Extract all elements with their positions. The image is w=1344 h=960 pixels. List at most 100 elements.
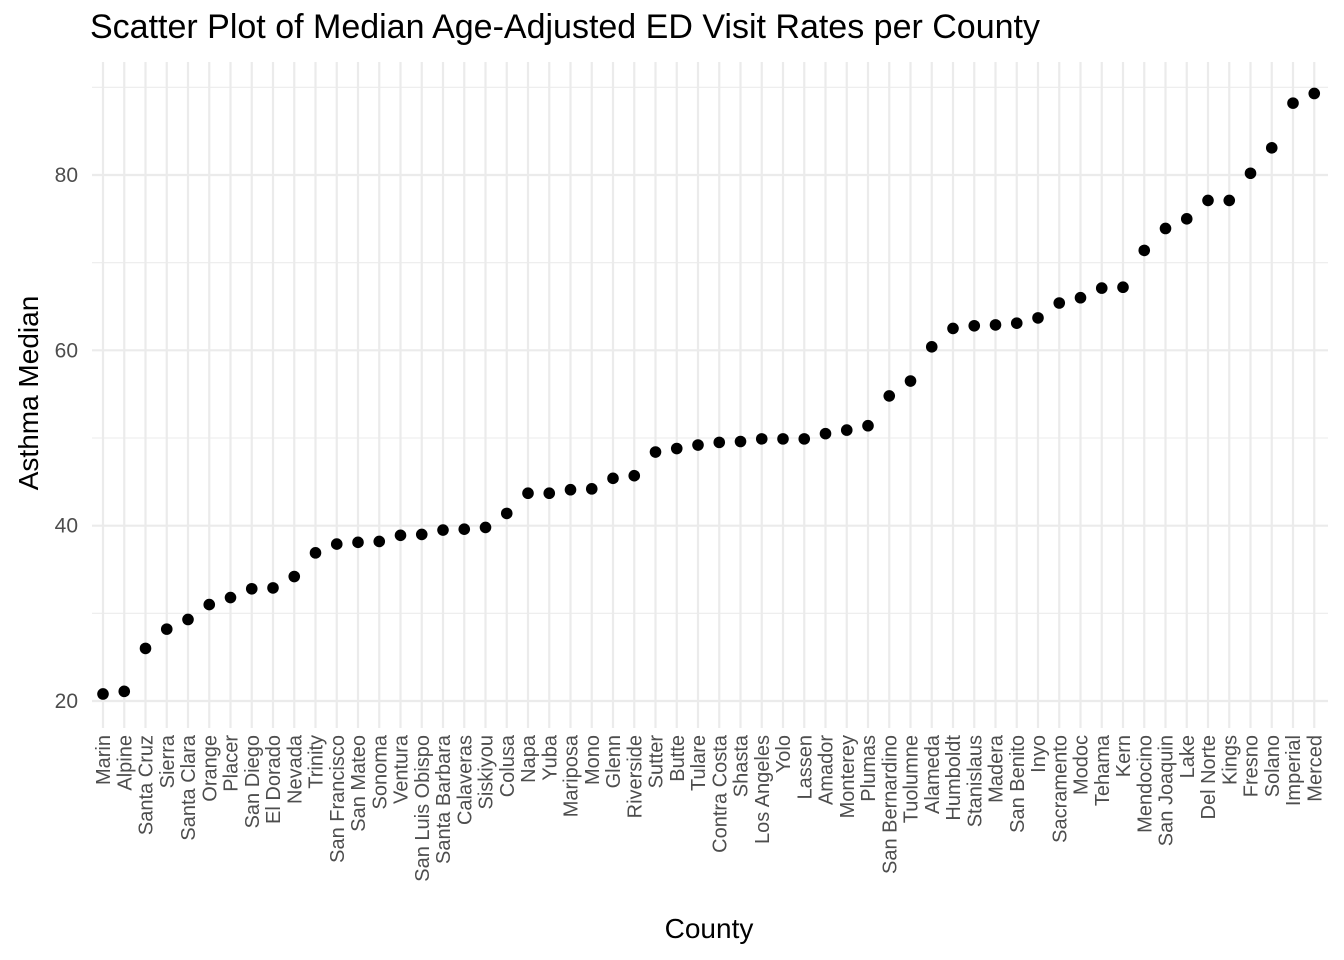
- data-point: [798, 433, 811, 445]
- data-points: [97, 87, 1321, 700]
- data-point: [394, 529, 407, 542]
- data-point: [1265, 142, 1278, 154]
- x-tick-label: Contra Costa: [709, 734, 731, 853]
- y-tick-label: 60: [55, 339, 78, 362]
- x-tick-label: San Benito: [1007, 735, 1029, 833]
- x-tick-label: Mono: [582, 735, 604, 785]
- x-tick-label: Kings: [1219, 735, 1241, 785]
- x-tick-label: Monterey: [837, 735, 859, 818]
- x-tick-label: El Dorado: [263, 735, 285, 824]
- x-tick-label: Imperial: [1283, 735, 1305, 806]
- data-point: [224, 591, 237, 604]
- data-point: [1180, 213, 1193, 225]
- x-tick-label: Tuolumne: [901, 735, 923, 823]
- data-point: [989, 319, 1002, 331]
- x-tick-label: Napa: [518, 734, 540, 783]
- x-tick-label: Placer: [221, 735, 243, 792]
- x-tick-label: Sacramento: [1049, 735, 1071, 843]
- x-tick-label: Inyo: [1028, 735, 1050, 773]
- x-tick-label: Orange: [199, 735, 221, 802]
- data-point: [1223, 194, 1236, 207]
- data-point: [1138, 244, 1151, 257]
- data-point: [118, 685, 131, 698]
- x-tick-labels: Marin Alpine Santa Cruz Sierra Santa Clara Or…: [93, 734, 1326, 882]
- data-point: [1117, 281, 1129, 294]
- data-point: [777, 433, 789, 445]
- y-axis-label: Asthma Median: [13, 296, 44, 491]
- x-tick-label: Amador: [816, 735, 838, 805]
- data-point: [309, 547, 322, 559]
- data-point: [734, 435, 747, 448]
- data-point: [968, 319, 981, 332]
- data-point: [1032, 312, 1044, 324]
- x-tick-label: Modoc: [1071, 735, 1093, 795]
- data-point: [500, 507, 513, 520]
- data-point: [883, 390, 896, 402]
- data-point: [352, 536, 364, 549]
- x-tick-label: Lake: [1177, 735, 1199, 778]
- x-tick-label: Stanislaus: [964, 735, 986, 827]
- x-tick-label: San Bernardino: [879, 735, 901, 874]
- y-tick-label: 80: [55, 164, 78, 187]
- data-point: [1159, 222, 1172, 235]
- data-point: [479, 521, 492, 534]
- x-tick-label: Del Norte: [1198, 735, 1220, 819]
- x-tick-label: Lassen: [794, 735, 816, 800]
- x-tick-label: Butte: [667, 735, 689, 782]
- x-tick-label: Tehama: [1092, 734, 1114, 806]
- x-tick-label: Sutter: [646, 735, 668, 789]
- data-point: [373, 535, 386, 548]
- data-point: [840, 424, 853, 436]
- x-tick-label: Mariposa: [561, 734, 583, 817]
- data-point: [288, 570, 301, 583]
- data-point: [415, 528, 428, 541]
- data-point: [267, 582, 279, 594]
- y-tick-labels: 20 40 60 80: [55, 164, 78, 713]
- data-point: [543, 487, 556, 500]
- x-tick-label: Santa Clara: [178, 734, 200, 840]
- x-tick-label: Siskiyou: [476, 735, 498, 809]
- data-point: [437, 524, 449, 536]
- data-point: [458, 523, 471, 535]
- x-tick-label: Colusa: [497, 734, 519, 797]
- data-point: [947, 322, 959, 335]
- x-tick-label: San Mateo: [348, 735, 370, 832]
- data-point: [1202, 194, 1214, 207]
- data-point: [1010, 317, 1023, 329]
- x-tick-label: Yolo: [773, 735, 795, 773]
- data-point: [1308, 87, 1321, 100]
- x-tick-label: Santa Barbara: [433, 734, 455, 864]
- data-point: [670, 442, 683, 455]
- x-tick-label: Merced: [1304, 735, 1326, 802]
- data-point: [1287, 97, 1299, 109]
- data-point: [755, 433, 768, 445]
- data-point: [245, 582, 258, 595]
- data-point: [607, 472, 619, 485]
- data-point: [713, 436, 726, 449]
- data-point: [649, 446, 662, 458]
- data-point: [904, 375, 917, 387]
- x-tick-label: San Francisco: [327, 735, 349, 863]
- x-tick-label: Trinity: [306, 735, 328, 789]
- x-tick-label: Ventura: [391, 734, 413, 804]
- data-point: [1244, 167, 1257, 180]
- x-tick-label: San Diego: [242, 735, 264, 828]
- x-tick-label: Shasta: [731, 734, 753, 797]
- x-tick-label: Plumas: [858, 735, 880, 802]
- x-tick-label: Mendocino: [1134, 735, 1156, 833]
- data-point: [628, 469, 641, 482]
- data-point: [330, 538, 343, 550]
- x-tick-label: Alameda: [922, 734, 944, 814]
- x-tick-label: Glenn: [603, 735, 625, 788]
- data-point: [139, 642, 152, 655]
- x-tick-label: Madera: [986, 734, 1008, 803]
- x-tick-label: Humboldt: [943, 735, 965, 821]
- data-point: [1053, 297, 1066, 309]
- x-tick-label: Riverside: [624, 735, 646, 818]
- x-tick-label: Marin: [93, 735, 115, 785]
- data-point: [97, 688, 109, 700]
- data-point: [203, 598, 216, 611]
- data-point: [585, 483, 598, 495]
- major-gridlines: [92, 62, 1328, 728]
